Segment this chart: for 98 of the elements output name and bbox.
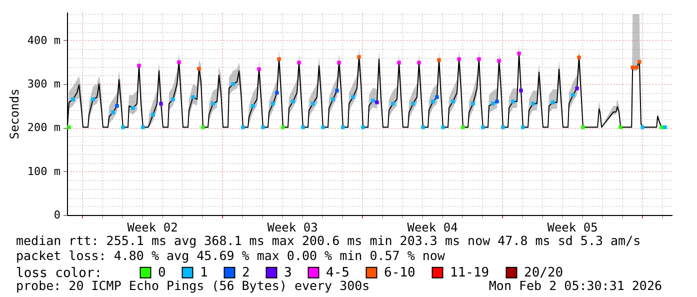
point [171,97,175,102]
point [397,60,401,65]
point [291,100,295,104]
text: median rtt: 255.1 ms avg 368.1 ms max 200.6 ms min 203.3 ms now 47.8 ms sd 5.3 am/s [16,233,641,248]
point [341,125,345,130]
point [211,102,215,106]
point [271,102,275,106]
point [277,57,281,62]
legend-label: 4-5 [326,266,350,281]
legend-label: 11-19 [450,266,490,281]
point [261,125,265,130]
point [575,86,579,90]
point [251,104,255,108]
point [501,125,505,130]
text: Mon Feb 2 05:30:31 2026 [488,278,662,293]
point [337,60,341,65]
point [511,100,515,104]
point [201,125,205,130]
point [411,102,415,106]
point [495,100,499,104]
y-tick-label: 400 m [27,34,61,47]
point [159,102,163,106]
y-tick-label: 100 m [27,164,61,178]
point [618,125,622,130]
point [517,52,521,56]
legend-label: 6-10 [384,266,416,281]
point [421,125,425,130]
point [241,125,245,130]
point [331,97,335,102]
point [311,102,315,106]
point [638,60,642,64]
point [457,57,461,62]
point [141,125,145,130]
point [571,93,575,97]
point [634,66,638,70]
legend-label: 3 [284,266,292,281]
point [491,102,495,106]
point [497,59,501,63]
point [630,66,634,70]
point [115,104,119,108]
point [197,66,201,71]
y-tick-label: 300 m [27,78,61,91]
point [577,56,581,60]
legend-label: 20/20 [524,266,564,281]
legend-label: 0 [158,266,166,281]
point [375,100,379,104]
x-tick-label: Week 02 [127,220,178,234]
point [371,98,375,102]
point [435,95,439,99]
point [111,110,115,114]
point [461,125,465,130]
point [531,102,535,106]
point [231,82,235,86]
point [151,112,155,116]
point [391,102,395,106]
point [417,60,421,65]
x-tick-label: Week 03 [267,220,318,234]
point [257,67,261,72]
point [519,88,523,92]
point [67,125,71,130]
point [481,125,485,130]
point [301,125,305,130]
point [321,125,325,130]
legend-label: 2 [242,266,250,281]
text: probe: 20 ICMP Echo Pings (56 Bytes) every 300s [16,278,370,293]
point [71,97,75,102]
y-axis-title: Seconds [7,88,22,140]
point [191,95,195,99]
point [357,55,361,59]
point [335,88,339,92]
point [663,125,667,130]
x-tick-label: Week 05 [547,220,598,234]
point [275,90,279,95]
point [137,64,141,68]
x-tick-label: Week 04 [407,220,458,234]
point [521,125,525,130]
y-tick-label: 200 m [27,121,61,134]
point [471,102,475,106]
point [431,100,435,104]
point [451,100,455,104]
point [297,60,301,65]
point [121,125,125,130]
point [131,106,135,110]
legend-label: 1 [200,266,208,281]
legend-title: loss color: [16,266,102,281]
point [640,125,644,130]
point [581,125,585,130]
y-tick-label: 0 [54,208,60,222]
point [441,125,445,130]
point [351,95,355,99]
point [281,125,285,130]
point [91,97,95,102]
point [361,125,365,130]
point [437,58,441,62]
point [177,60,181,64]
text: packet loss: 4.80 % avg 45.69 % max 0.00 % min 0.57 % now [16,248,446,263]
point [477,57,481,62]
point [551,100,555,104]
